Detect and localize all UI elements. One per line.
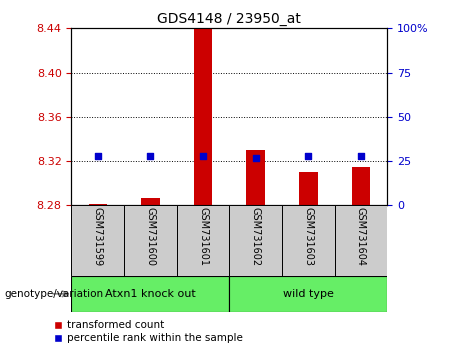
Point: [147, 153, 154, 159]
Point: [305, 153, 312, 159]
Title: GDS4148 / 23950_at: GDS4148 / 23950_at: [157, 12, 301, 26]
Text: Atxn1 knock out: Atxn1 knock out: [105, 289, 196, 299]
Text: genotype/variation: genotype/variation: [5, 289, 104, 299]
Text: GSM731603: GSM731603: [303, 207, 313, 267]
Point: [94, 153, 101, 159]
Bar: [299, 172, 318, 205]
Bar: [124, 205, 177, 276]
Text: GSM731600: GSM731600: [145, 207, 155, 267]
Bar: [71, 205, 124, 276]
Bar: [335, 205, 387, 276]
Point: [357, 153, 365, 159]
Point: [199, 153, 207, 159]
Text: GSM731604: GSM731604: [356, 207, 366, 267]
Bar: [194, 28, 212, 205]
Text: wild type: wild type: [283, 289, 334, 299]
Bar: [89, 204, 107, 205]
Bar: [282, 205, 335, 276]
Bar: [352, 167, 370, 205]
Bar: [229, 205, 282, 276]
Text: GSM731602: GSM731602: [251, 207, 260, 267]
Bar: [141, 198, 160, 205]
Bar: [247, 150, 265, 205]
Legend: transformed count, percentile rank within the sample: transformed count, percentile rank withi…: [53, 320, 243, 343]
Bar: [177, 205, 229, 276]
Point: [252, 155, 260, 160]
Bar: [71, 276, 229, 312]
Text: GSM731599: GSM731599: [93, 207, 103, 267]
Text: GSM731601: GSM731601: [198, 207, 208, 267]
Bar: [229, 276, 387, 312]
